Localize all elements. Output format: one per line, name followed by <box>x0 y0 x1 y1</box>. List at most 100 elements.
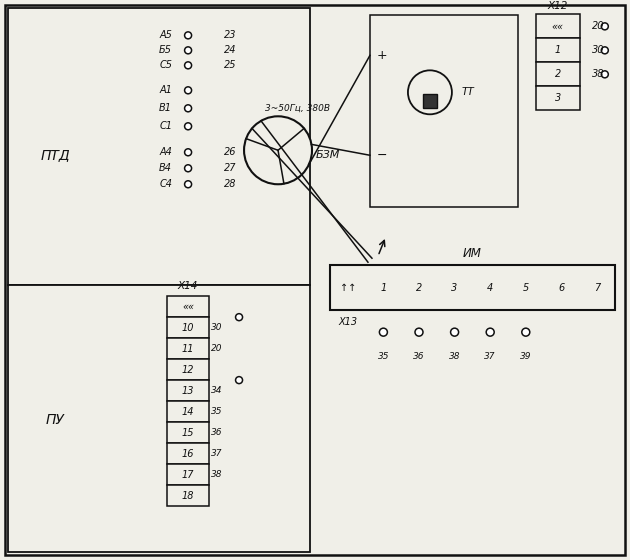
Circle shape <box>185 87 192 94</box>
Text: 24: 24 <box>224 45 236 55</box>
Circle shape <box>185 123 192 130</box>
Text: 35: 35 <box>377 352 389 361</box>
Bar <box>536 38 580 62</box>
Text: ««: «« <box>552 21 564 31</box>
Text: В4: В4 <box>159 164 172 173</box>
Text: С4: С4 <box>159 179 172 189</box>
Text: 26: 26 <box>224 147 236 157</box>
Text: 3: 3 <box>452 283 458 293</box>
Text: 16: 16 <box>182 449 194 459</box>
Bar <box>8 285 310 552</box>
Circle shape <box>522 328 530 336</box>
Bar <box>167 485 209 506</box>
Text: С1: С1 <box>159 122 172 131</box>
Text: А5: А5 <box>159 30 172 40</box>
Text: 35: 35 <box>211 407 223 416</box>
Text: 20: 20 <box>592 21 604 31</box>
Bar <box>167 380 209 401</box>
Text: 3: 3 <box>554 94 561 103</box>
Text: 28: 28 <box>224 179 236 189</box>
Circle shape <box>185 62 192 69</box>
Circle shape <box>450 328 459 336</box>
Text: 11: 11 <box>182 344 194 354</box>
Text: Х14: Х14 <box>178 281 198 291</box>
Text: 39: 39 <box>520 352 532 361</box>
Circle shape <box>236 314 243 321</box>
Text: А1: А1 <box>159 85 172 95</box>
Text: 37: 37 <box>211 449 223 458</box>
Circle shape <box>601 47 609 54</box>
Text: 2: 2 <box>554 69 561 80</box>
Text: ↑↑: ↑↑ <box>340 283 356 293</box>
Circle shape <box>185 165 192 172</box>
Bar <box>167 443 209 464</box>
Text: 15: 15 <box>182 428 194 437</box>
Text: 20: 20 <box>211 344 223 353</box>
Bar <box>167 401 209 422</box>
Text: БЗМ: БЗМ <box>316 150 340 160</box>
Text: 37: 37 <box>484 352 496 361</box>
Text: Х13: Х13 <box>338 317 357 327</box>
Bar <box>536 62 580 86</box>
Text: 18: 18 <box>182 491 194 501</box>
Text: 5: 5 <box>523 283 529 293</box>
Text: 30: 30 <box>211 323 223 332</box>
Text: 6: 6 <box>558 283 564 293</box>
Text: ТТ: ТТ <box>462 87 474 97</box>
Text: 34: 34 <box>211 386 223 395</box>
Circle shape <box>408 71 452 114</box>
Circle shape <box>601 23 609 30</box>
Text: 14: 14 <box>182 407 194 417</box>
Text: В1: В1 <box>159 103 172 113</box>
Bar <box>167 359 209 380</box>
Text: −: − <box>377 149 387 162</box>
Text: ИМ: ИМ <box>463 247 482 260</box>
Text: 10: 10 <box>182 323 194 333</box>
Text: 3~50Гц, 380В: 3~50Гц, 380В <box>265 104 330 113</box>
Circle shape <box>415 328 423 336</box>
Text: ПТД: ПТД <box>40 148 70 162</box>
Text: 36: 36 <box>211 428 223 437</box>
Text: +: + <box>377 49 387 62</box>
Text: 2: 2 <box>416 283 422 293</box>
Bar <box>167 317 209 338</box>
Text: 23: 23 <box>224 30 236 40</box>
Text: 36: 36 <box>413 352 425 361</box>
Circle shape <box>185 32 192 39</box>
Circle shape <box>486 328 494 336</box>
Text: Б5: Б5 <box>159 45 172 55</box>
Text: А4: А4 <box>159 147 172 157</box>
Text: ПУ: ПУ <box>46 413 65 427</box>
Text: Х12: Х12 <box>547 1 568 11</box>
Text: ««: «« <box>182 302 194 312</box>
Text: 38: 38 <box>449 352 461 361</box>
Circle shape <box>244 116 312 184</box>
Text: С5: С5 <box>159 60 172 71</box>
Text: 38: 38 <box>211 470 223 479</box>
Text: 38: 38 <box>592 69 604 80</box>
Bar <box>167 338 209 359</box>
Text: 13: 13 <box>182 386 194 395</box>
Circle shape <box>185 105 192 112</box>
Bar <box>167 464 209 485</box>
Circle shape <box>601 71 609 78</box>
Text: 7: 7 <box>594 283 600 293</box>
Text: 12: 12 <box>182 365 194 375</box>
Text: 4: 4 <box>487 283 493 293</box>
Circle shape <box>185 47 192 54</box>
Circle shape <box>185 149 192 156</box>
Text: 17: 17 <box>182 469 194 479</box>
Circle shape <box>185 181 192 188</box>
Bar <box>167 296 209 317</box>
Bar <box>330 265 615 310</box>
Text: 30: 30 <box>592 45 604 55</box>
Text: 27: 27 <box>224 164 236 173</box>
Bar <box>536 86 580 110</box>
Bar <box>370 15 518 207</box>
Bar <box>423 94 437 108</box>
Text: 1: 1 <box>381 283 387 293</box>
Text: 1: 1 <box>554 45 561 55</box>
Bar <box>8 8 310 285</box>
Bar <box>167 422 209 443</box>
Circle shape <box>236 377 243 384</box>
